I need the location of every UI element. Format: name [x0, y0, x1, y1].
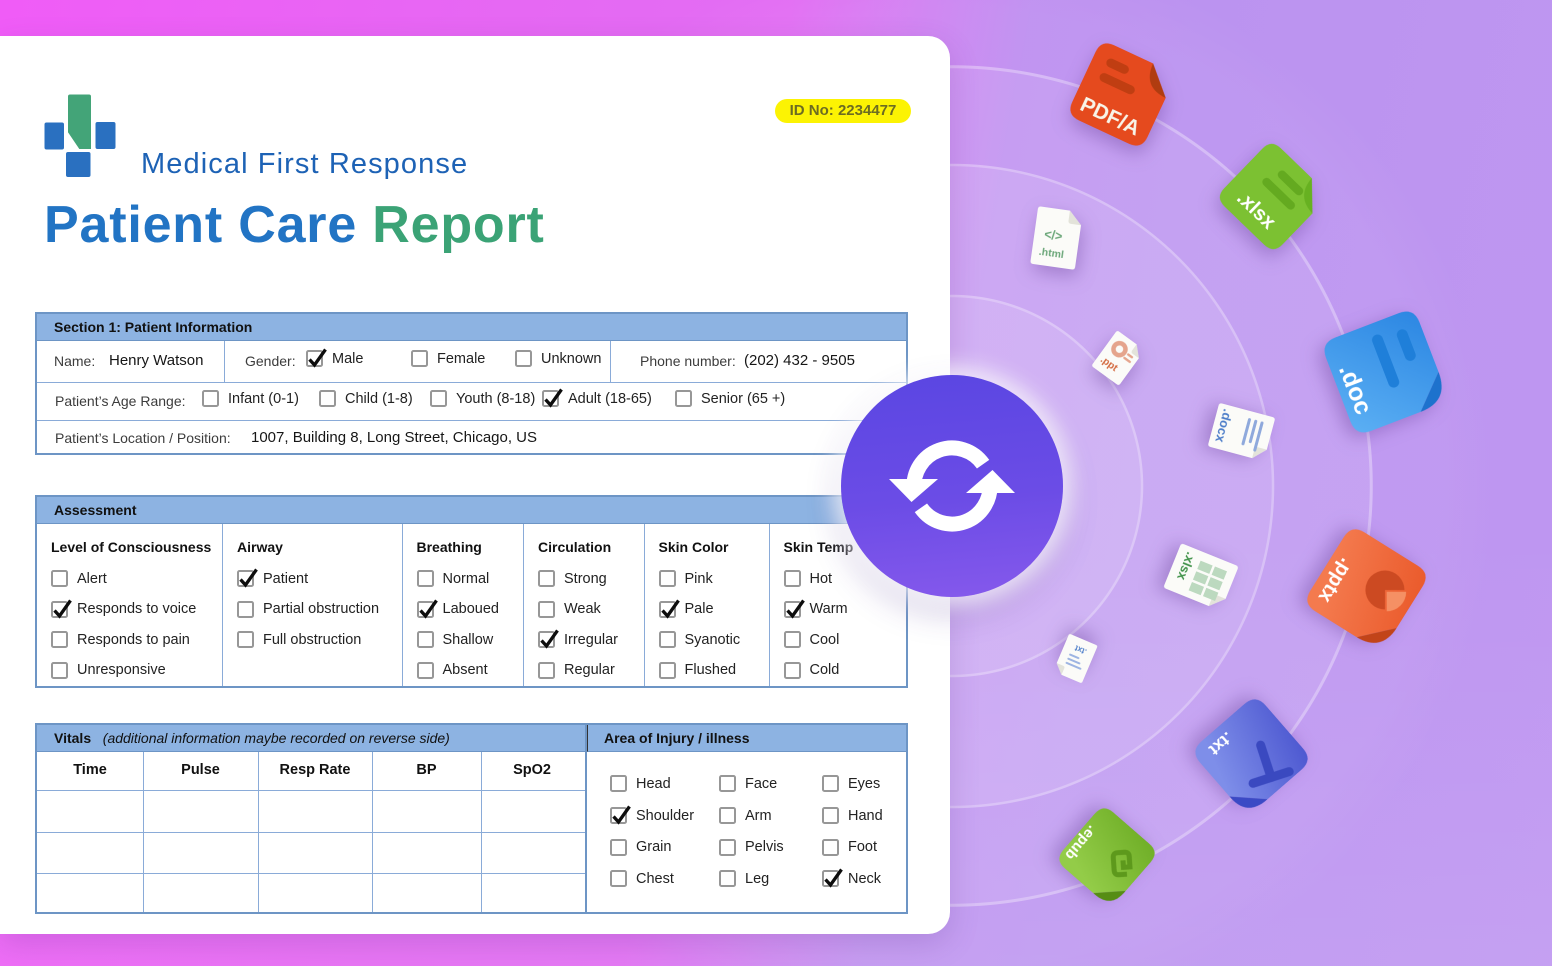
- svg-text:.txt: .txt: [1073, 643, 1088, 656]
- svg-text:.html: .html: [1038, 246, 1065, 261]
- svg-text:</>: </>: [1043, 227, 1063, 243]
